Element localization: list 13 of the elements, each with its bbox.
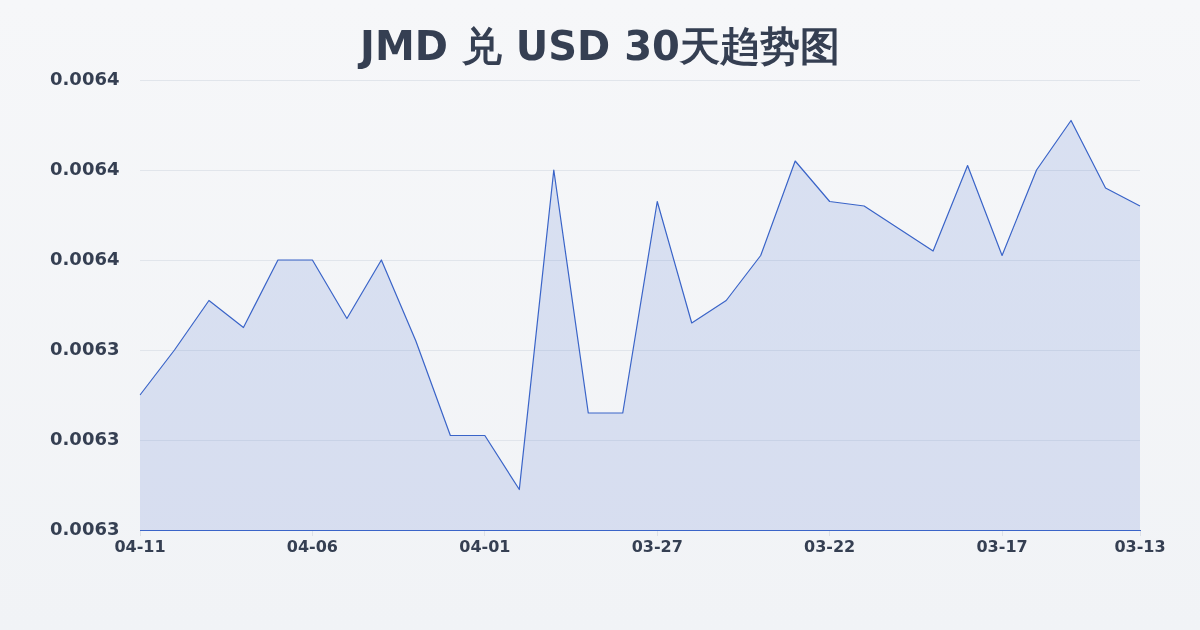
y-tick-label: 0.0063	[50, 337, 120, 359]
x-tick-label: 03-27	[631, 536, 683, 556]
x-tick-label: 03-22	[804, 536, 856, 556]
x-tick-label: 04-06	[286, 536, 338, 556]
y-tick-label: 0.0063	[50, 427, 120, 449]
x-tick-label: 04-01	[459, 536, 511, 556]
x-tick-label: 04-11	[114, 536, 166, 556]
y-tick-label: 0.0064	[50, 247, 120, 269]
x-tick-label: 03-17	[976, 536, 1028, 556]
y-tick-label: 0.0063	[50, 517, 120, 539]
x-tick-label: 03-13	[1114, 536, 1166, 556]
y-tick-label: 0.0064	[50, 67, 120, 89]
y-tick-label: 0.0064	[50, 157, 120, 179]
